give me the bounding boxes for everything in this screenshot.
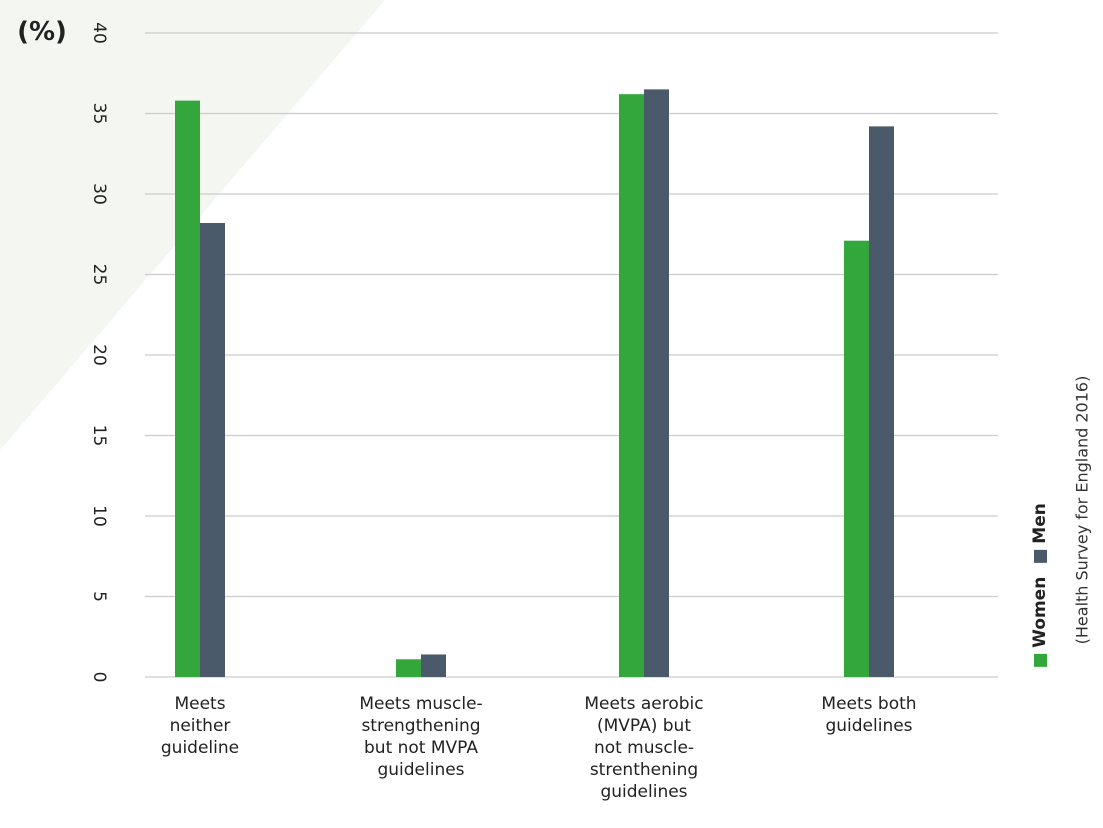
bar-women-2 <box>396 659 421 677</box>
y-tick-label-0: 0 <box>89 672 109 683</box>
legend-item-men: Men <box>1030 503 1050 563</box>
legend: Women Men <box>1030 503 1050 667</box>
y-tick-label-5: 5 <box>89 591 109 602</box>
category-label-line: guidelines <box>600 782 688 802</box>
category-label-line: Meets <box>174 694 226 714</box>
bar-men-2 <box>421 654 446 677</box>
legend-label-women: Women <box>1030 576 1050 648</box>
y-tick-label-15: 15 <box>89 425 109 447</box>
legend-swatch-women <box>1033 653 1047 667</box>
y-tick-label-10: 10 <box>89 505 109 527</box>
y-tick-label-25: 25 <box>89 264 109 286</box>
category-label-line: strenthening <box>589 760 699 780</box>
category-label-line: strengthening <box>361 716 481 736</box>
y-tick-label-30: 30 <box>89 183 109 205</box>
category-label-line: Meets both <box>821 694 917 714</box>
category-label-line: guidelines <box>377 760 465 780</box>
category-label-line: not muscle- <box>593 738 695 758</box>
bar-men-4 <box>869 126 894 677</box>
category-label-3: Meets aerobic (MVPA) but not muscle-strent… <box>554 693 734 803</box>
y-axis-label: (%) <box>17 17 67 47</box>
source-note: (Health Survey for England 2016) <box>1072 375 1092 645</box>
bars <box>175 89 894 678</box>
category-label-line: but not MVPA <box>364 738 478 758</box>
y-tick-label-35: 35 <box>89 103 109 125</box>
category-label-4: Meets both guidelines <box>779 693 959 737</box>
category-label-line: Meets muscle- <box>359 694 483 714</box>
bar-women-1 <box>175 100 200 678</box>
y-axis-ticks: 0 5 10 15 20 25 30 35 40 <box>89 22 109 682</box>
bar-women-3 <box>619 94 644 678</box>
category-label-2: Meets muscle-strengthening but not MVPA gu… <box>331 693 511 781</box>
legend-label-men: Men <box>1030 503 1050 544</box>
y-tick-label-40: 40 <box>89 22 109 44</box>
category-label-line: Meets aerobic <box>584 694 704 714</box>
bar-women-4 <box>844 240 869 677</box>
bar-men-1 <box>200 222 225 678</box>
category-label-line: guideline <box>160 738 240 758</box>
legend-swatch-men <box>1033 549 1047 563</box>
category-label-line: guidelines <box>825 716 913 736</box>
category-label-line: neither <box>169 716 231 736</box>
bar-men-3 <box>644 89 669 678</box>
legend-item-women: Women <box>1030 577 1050 667</box>
category-label-line: (MVPA) but <box>597 716 691 736</box>
category-label-1: Meets neither guideline <box>110 693 290 759</box>
y-tick-label-20: 20 <box>89 344 109 366</box>
